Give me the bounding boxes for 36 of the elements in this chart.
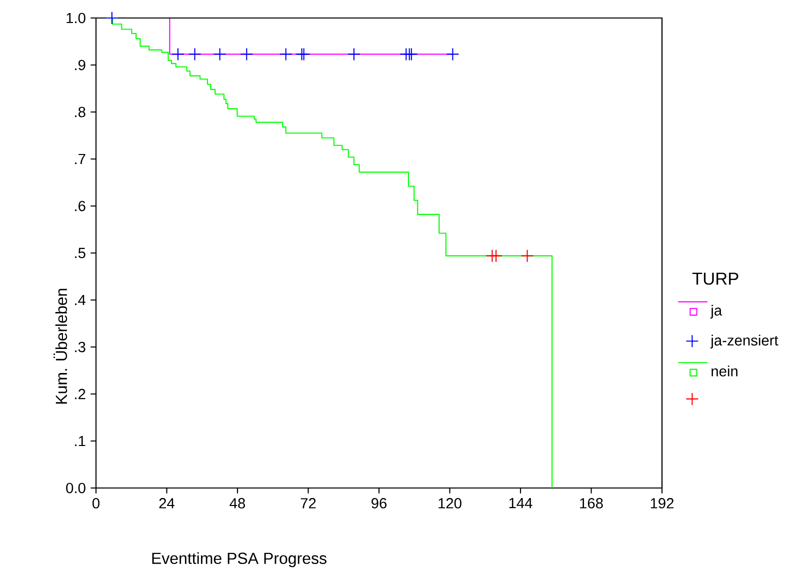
- x-tick-label: 144: [509, 498, 532, 508]
- y-tick-label: .5: [75, 248, 86, 258]
- x-tick-label: 24: [159, 498, 174, 508]
- y-tick-label: .6: [75, 200, 86, 212]
- y-tick-label: .7: [75, 154, 86, 164]
- y-tick-label: 1.0: [66, 12, 86, 24]
- x-tick-label: 168: [580, 498, 603, 508]
- legend-label: nein: [712, 366, 738, 376]
- point: [279, 48, 292, 61]
- y-tick-label: .1: [75, 436, 86, 446]
- x-tick-label: 120: [438, 498, 462, 508]
- x-tick-label: 0: [92, 498, 100, 508]
- legend-label: ja-zensiert: [710, 334, 778, 348]
- point: [347, 48, 360, 61]
- y-axis-title: Kum. Überleben: [54, 288, 68, 404]
- y-tick-label: .8: [75, 106, 86, 118]
- x-axis-title: Eventtime PSA Progress: [152, 552, 326, 568]
- point: [240, 48, 254, 61]
- x-tick-label: 48: [230, 498, 246, 508]
- y-tick-label: .2: [75, 388, 86, 400]
- y-tick-label: 0.0: [66, 482, 86, 494]
- legend-title: TURP: [692, 272, 738, 285]
- point: [520, 249, 534, 262]
- y-tick-label: .4: [75, 294, 86, 306]
- point: [490, 249, 503, 262]
- point: [171, 48, 184, 61]
- point: [188, 48, 202, 61]
- x-tick-label: 96: [372, 498, 387, 508]
- y-tick-label: .9: [75, 60, 86, 70]
- y-tick-label: .3: [75, 342, 86, 352]
- point: [105, 11, 118, 25]
- point: [446, 48, 460, 61]
- point: [213, 48, 226, 61]
- x-tick-label: 72: [300, 498, 316, 508]
- x-tick-label: 192: [650, 498, 674, 508]
- legend-label: ja: [710, 304, 722, 319]
